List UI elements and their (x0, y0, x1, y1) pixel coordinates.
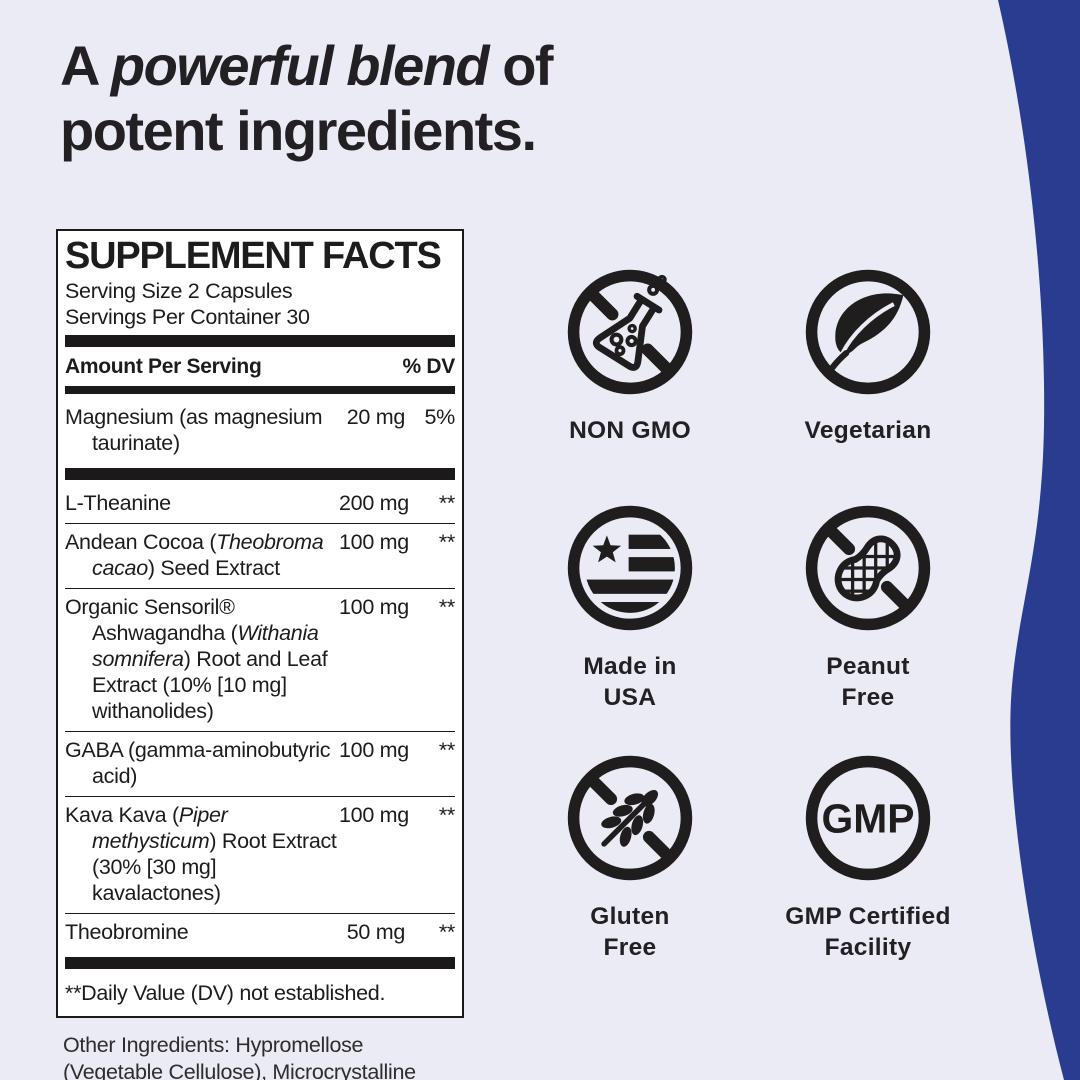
badge-gmp-certified: GMP GMP Certified Facility (748, 750, 988, 964)
left-column: SUPPLEMENT FACTS Serving Size 2 Capsules… (56, 229, 464, 1080)
usa-flag-icon (567, 505, 693, 631)
supplement-facts-panel: SUPPLEMENT FACTS Serving Size 2 Capsules… (56, 229, 464, 1018)
amount-value: 20 mg (346, 404, 406, 429)
dv-value: ** (438, 737, 455, 762)
dv-header: % DV (402, 354, 456, 378)
badge-non-gmo: NON GMO (510, 264, 750, 446)
amount-value: 200 mg (339, 490, 409, 515)
table-header: Amount Per Serving % DV (65, 352, 455, 383)
badge-vegetarian: Vegetarian (748, 264, 988, 446)
badge-label: Vegetarian (804, 417, 932, 444)
no-peanut-icon (805, 505, 931, 631)
badge-label: GMP Certified Facility (785, 903, 951, 962)
dv-value: ** (438, 802, 455, 827)
table-row-theobromine: Theobromine 50 mg ** (65, 919, 455, 944)
daily-value-footnote: **Daily Value (DV) not established. (65, 980, 386, 1005)
badge-label: NON GMO (569, 417, 691, 444)
page-title: A powerful blend of potent ingredients. (60, 34, 820, 164)
title-emphasis: powerful blend (110, 34, 490, 97)
amount-value: 100 mg (339, 737, 409, 762)
badge-peanut-free: Peanut Free (748, 500, 988, 714)
no-wheat-icon (567, 755, 693, 881)
serving-size: Serving Size 2 Capsules (65, 278, 293, 303)
table-row-gaba: GABA (gamma-aminobutyric acid) 100 mg ** (65, 737, 455, 788)
divider-thick (65, 956, 455, 969)
badge-label: Peanut Free (826, 653, 910, 712)
gmp-circle-icon: GMP (805, 755, 931, 881)
badge-label: Made in USA (583, 653, 677, 712)
amount-value: 100 mg (339, 802, 409, 827)
divider-thin (65, 795, 455, 797)
divider-thin (65, 730, 455, 732)
dv-value: ** (438, 529, 455, 554)
divider-thin (65, 522, 455, 524)
dv-value: 5% (424, 404, 456, 429)
amount-per-serving-header: Amount Per Serving (65, 354, 262, 378)
supplement-facts-heading: SUPPLEMENT FACTS (65, 235, 442, 277)
no-gmo-flask-icon (567, 269, 693, 395)
table-row-magnesium: Magnesium (as magnesium taurinate) 20 mg… (65, 404, 456, 455)
divider-thick (65, 334, 455, 347)
divider-thin (65, 587, 455, 589)
dv-value: ** (438, 594, 455, 619)
amount-value: 100 mg (339, 529, 409, 554)
table-row-ashwagandha: Organic Sensoril® Ashwagandha (Withania … (65, 594, 455, 723)
title-line-1: A powerful blend of (60, 34, 554, 97)
dv-value: ** (438, 490, 455, 515)
divider-thick (65, 385, 455, 394)
badge-label: Gluten Free (590, 903, 670, 962)
divider-thin (65, 912, 455, 914)
badge-made-in-usa: Made in USA (510, 500, 750, 714)
divider-thick (65, 467, 455, 480)
gmp-icon-text: GMP (822, 795, 915, 841)
badge-gluten-free: Gluten Free (510, 750, 750, 964)
leaf-icon (805, 269, 931, 395)
table-row-l-theanine: L-Theanine 200 mg ** (65, 490, 455, 515)
amount-value: 50 mg (346, 919, 406, 944)
dv-value: ** (438, 919, 455, 944)
amount-value: 100 mg (339, 594, 409, 619)
title-line-2: potent ingredients. (60, 98, 537, 162)
table-row-andean-cocoa: Andean Cocoa (Theobroma cacao) Seed Extr… (65, 529, 455, 580)
table-row-kava-kava: Kava Kava (Piper methysticum) Root Extra… (65, 802, 455, 905)
other-ingredients: Other Ingredients: Hypromellose (Vegetab… (63, 1032, 416, 1080)
servings-per-container: Servings Per Container 30 (65, 304, 310, 329)
